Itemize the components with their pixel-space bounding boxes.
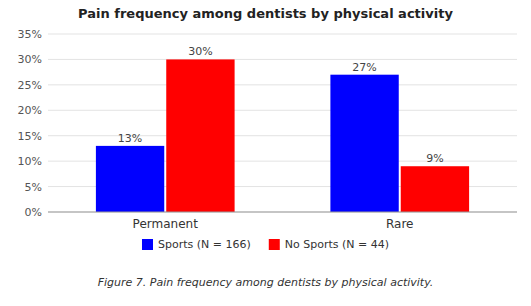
grid-line <box>48 59 517 60</box>
y-tick-label: 10% <box>18 155 42 168</box>
bar <box>401 166 469 212</box>
legend-swatch <box>142 239 153 250</box>
bars <box>96 59 469 212</box>
y-tick-label: 35% <box>18 28 42 41</box>
grid-line <box>48 84 517 85</box>
grid-line <box>48 212 517 213</box>
bar <box>166 59 234 212</box>
bar <box>96 146 164 212</box>
y-tick-label: 25% <box>18 79 42 92</box>
y-tick-label: 30% <box>18 53 42 66</box>
y-tick-label: 15% <box>18 130 42 143</box>
y-tick-label: 5% <box>25 181 42 194</box>
x-tick-label: Rare <box>386 217 413 231</box>
data-label: 13% <box>118 132 142 145</box>
legend-label: Sports (N = 166) <box>158 238 251 251</box>
chart: Pain frequency among dentists by physica… <box>0 0 531 306</box>
data-label: 27% <box>352 61 376 74</box>
data-label: 9% <box>426 152 443 165</box>
grid-line <box>48 110 517 111</box>
legend: Sports (N = 166) No Sports (N = 44) <box>142 238 389 251</box>
x-axis: Permanent Rare <box>48 212 517 231</box>
bar <box>330 75 398 212</box>
y-tick-label: 0% <box>25 206 42 219</box>
legend-label: No Sports (N = 44) <box>285 238 389 251</box>
data-labels: 13% 27% 30% 9% <box>118 45 444 165</box>
data-label: 30% <box>188 45 212 58</box>
y-axis: 0% 5% 10% 15% 20% 25% 30% 35% <box>18 28 517 219</box>
chart-container: Pain frequency among dentists by physica… <box>0 0 531 306</box>
caption: Figure 7. Pain frequency among dentists … <box>98 276 434 289</box>
legend-swatch <box>269 239 280 250</box>
grid-line <box>48 34 517 35</box>
x-tick-label: Permanent <box>133 217 199 231</box>
title: Pain frequency among dentists by physica… <box>78 6 453 21</box>
x-axis-line <box>48 212 517 213</box>
y-tick-label: 20% <box>18 104 42 117</box>
